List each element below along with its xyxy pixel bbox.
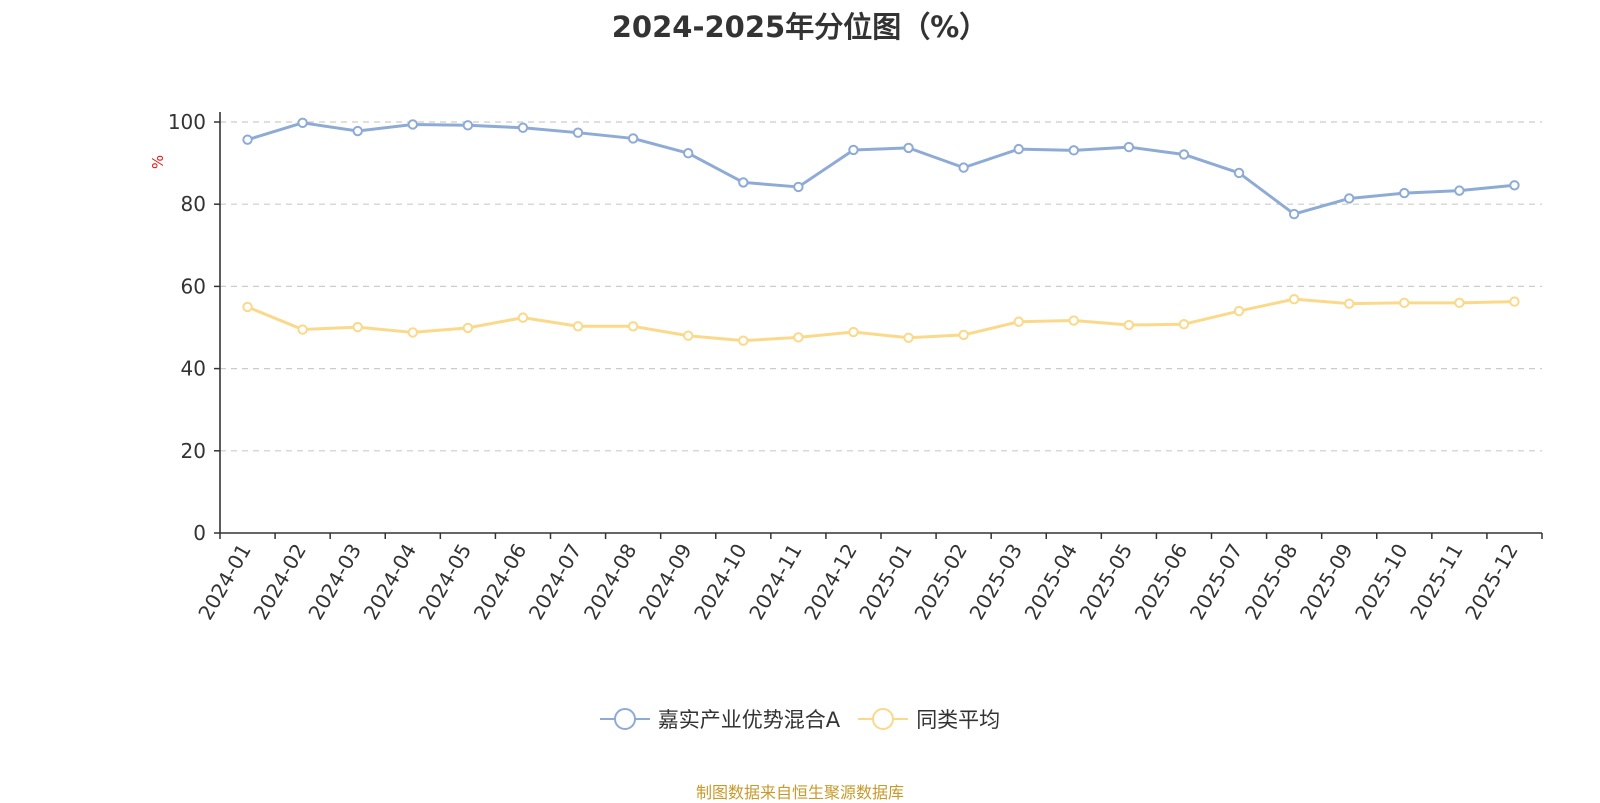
data-point[interactable] [352,125,363,137]
data-point[interactable] [848,144,859,156]
data-point[interactable] [242,301,253,313]
legend-label: 同类平均 [916,708,1001,732]
legend-marker-icon [858,706,909,732]
data-point[interactable] [627,133,639,144]
tick-labels: 020406080100%2024-012024-022024-032024-0… [149,110,1523,624]
series-line-2 [246,297,1515,343]
data-point[interactable] [1399,187,1410,199]
data-point[interactable] [958,329,969,341]
data-point[interactable] [1399,297,1410,309]
x-tick-label: 2025-09 [1295,540,1358,624]
data-point[interactable] [1344,193,1355,204]
data-point[interactable] [352,321,363,333]
data-point[interactable] [627,321,639,332]
data-point[interactable] [1013,316,1024,327]
data-point[interactable] [903,332,914,343]
data-point[interactable] [462,120,474,131]
data-point[interactable] [517,122,529,133]
data-point[interactable] [1454,185,1465,196]
x-tick-label: 2024-04 [359,540,422,624]
data-point[interactable] [297,324,308,335]
x-tick-label: 2025-10 [1350,540,1413,624]
data-point[interactable] [738,335,749,346]
data-point[interactable] [903,142,914,154]
x-tick-label: 2024-02 [248,540,311,624]
data-point[interactable] [683,330,694,341]
data-point[interactable] [1454,297,1465,309]
x-tick-label: 2025-06 [1130,540,1193,624]
data-point[interactable] [242,134,253,145]
legend-item-2[interactable]: 同类平均 [858,704,1000,734]
data-point[interactable] [958,162,969,173]
data-point[interactable] [1509,296,1520,307]
x-tick-label: 2024-08 [579,540,642,624]
y-tick-label: 60 [181,274,206,298]
data-point[interactable] [462,322,474,334]
grid-lines [220,121,1542,452]
x-tick-label: 2024-07 [524,540,587,624]
x-tick-label: 2024-03 [303,540,366,624]
legend-label: 嘉实产业优势混合A [657,708,841,732]
data-point[interactable] [1344,298,1355,309]
x-tick-label: 2024-12 [799,540,862,624]
series-lines [242,117,1520,346]
data-point[interactable] [1013,143,1024,155]
x-tick-label: 2024-01 [193,540,256,624]
x-tick-label: 2025-04 [1020,540,1083,624]
x-tick-label: 2025-03 [964,539,1027,623]
data-point[interactable] [297,117,308,129]
x-tick-label: 2025-07 [1185,540,1248,624]
data-point[interactable] [1509,180,1520,191]
x-tick-label: 2025-01 [854,540,917,624]
data-point[interactable] [1178,149,1190,160]
data-point[interactable] [407,119,418,130]
data-point[interactable] [1288,293,1300,305]
x-tick-label: 2024-09 [634,540,697,624]
x-tick-label: 2025-12 [1460,540,1523,624]
y-tick-label: 0 [193,521,206,545]
chart-title: 2024-2025年分位图（%） [611,10,989,44]
x-tick-label: 2025-11 [1405,540,1468,624]
y-tick-label: 100 [168,110,206,134]
data-point[interactable] [517,312,529,323]
x-tick-label: 2024-10 [689,540,752,624]
data-point[interactable] [793,332,804,343]
data-point[interactable] [1068,315,1079,326]
x-tick-label: 2024-05 [414,540,477,624]
legend-marker-icon [599,706,650,732]
data-point[interactable] [1123,141,1135,153]
data-point[interactable] [1123,319,1135,331]
data-point[interactable] [793,181,804,193]
data-point[interactable] [683,148,694,159]
x-tick-label: 2025-08 [1240,540,1303,624]
data-point[interactable] [1233,167,1245,179]
data-point[interactable] [572,321,584,332]
data-point[interactable] [1178,319,1190,330]
y-tick-label: 80 [181,192,206,216]
legend-item-1[interactable]: 嘉实产业优势混合A [599,704,841,734]
data-point[interactable] [1068,145,1079,156]
y-tick-label: 40 [181,357,206,381]
data-source-note: 制图数据来自恒生聚源数据库 [695,783,904,802]
data-point[interactable] [407,327,418,338]
data-point[interactable] [572,127,584,138]
x-tick-label: 2024-06 [469,540,532,624]
data-point[interactable] [1288,208,1300,220]
y-axis-label: % [149,155,167,169]
data-point[interactable] [1233,305,1245,317]
x-tick-label: 2025-02 [909,540,972,624]
data-point[interactable] [848,326,859,338]
data-point[interactable] [738,177,749,188]
series-line-1 [247,121,1515,216]
y-tick-label: 20 [181,439,206,463]
x-tick-label: 2024-11 [744,540,807,624]
legend: 嘉实产业优势混合A 同类平均 [0,704,1600,734]
x-tick-label: 2025-05 [1075,540,1138,624]
axes [214,112,1543,539]
